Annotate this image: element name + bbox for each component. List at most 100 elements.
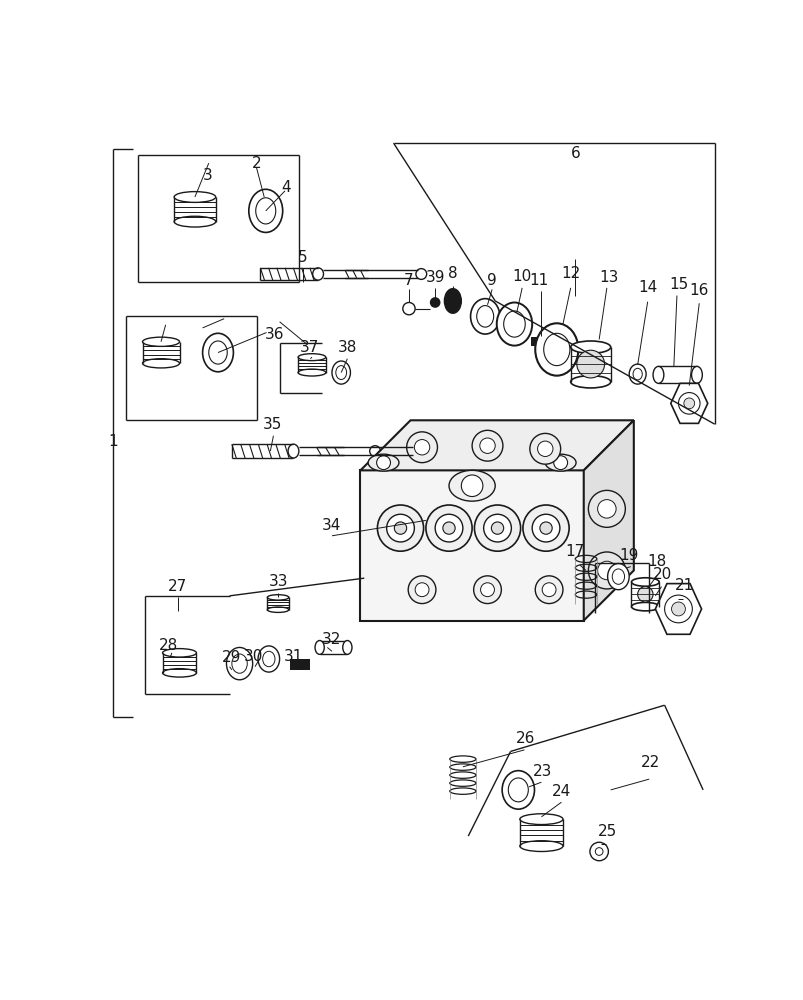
Circle shape (461, 475, 483, 497)
Ellipse shape (287, 444, 299, 458)
Circle shape (479, 438, 495, 453)
Bar (290, 659, 310, 670)
Text: 6: 6 (569, 146, 580, 161)
Ellipse shape (248, 189, 283, 232)
Ellipse shape (298, 369, 325, 376)
Ellipse shape (226, 647, 252, 680)
Ellipse shape (652, 366, 663, 383)
Circle shape (589, 842, 608, 861)
Ellipse shape (162, 649, 196, 657)
Circle shape (430, 298, 439, 307)
Text: 31: 31 (283, 649, 303, 664)
Circle shape (471, 430, 503, 461)
Circle shape (402, 302, 414, 315)
Text: 24: 24 (551, 784, 570, 799)
Circle shape (369, 446, 380, 456)
Text: 33: 33 (268, 574, 287, 589)
Circle shape (480, 583, 494, 597)
Ellipse shape (570, 341, 610, 353)
Polygon shape (583, 420, 633, 620)
Ellipse shape (503, 311, 524, 337)
Text: 17: 17 (565, 544, 585, 559)
Circle shape (588, 490, 625, 527)
Text: 34: 34 (321, 518, 340, 533)
Polygon shape (654, 584, 701, 634)
Text: 16: 16 (689, 283, 708, 298)
Text: 21: 21 (675, 578, 694, 593)
Ellipse shape (632, 368, 642, 380)
Ellipse shape (174, 192, 215, 202)
Ellipse shape (267, 607, 288, 612)
Circle shape (553, 456, 567, 470)
Ellipse shape (258, 646, 279, 672)
Ellipse shape (502, 771, 534, 809)
Ellipse shape (470, 299, 499, 334)
Text: 2: 2 (251, 156, 261, 171)
Circle shape (664, 595, 691, 623)
Circle shape (408, 576, 435, 604)
Circle shape (415, 269, 426, 279)
Ellipse shape (142, 337, 179, 346)
Ellipse shape (448, 470, 495, 501)
Ellipse shape (570, 376, 610, 388)
Text: 11: 11 (529, 273, 548, 288)
Circle shape (377, 505, 423, 551)
Ellipse shape (476, 306, 493, 327)
Ellipse shape (535, 323, 577, 376)
Ellipse shape (368, 454, 398, 471)
Text: 9: 9 (487, 273, 496, 288)
Text: 14: 14 (638, 280, 657, 295)
Circle shape (532, 514, 559, 542)
Text: 27: 27 (167, 579, 186, 594)
Text: 28: 28 (159, 638, 178, 653)
Circle shape (597, 500, 615, 518)
Text: 10: 10 (512, 269, 531, 284)
Circle shape (535, 576, 562, 604)
Ellipse shape (142, 359, 179, 368)
Ellipse shape (312, 268, 323, 280)
Ellipse shape (209, 341, 227, 364)
Bar (658, 366, 696, 383)
Ellipse shape (520, 814, 562, 825)
Ellipse shape (630, 602, 658, 611)
Bar (360, 470, 583, 620)
Circle shape (594, 848, 602, 855)
Ellipse shape (629, 364, 646, 384)
Text: 5: 5 (298, 250, 307, 265)
Circle shape (522, 505, 569, 551)
Text: 3: 3 (202, 168, 212, 183)
Circle shape (406, 432, 437, 463)
Circle shape (539, 522, 552, 534)
Circle shape (483, 514, 511, 542)
Text: 29: 29 (221, 650, 240, 665)
Circle shape (414, 583, 429, 597)
Ellipse shape (543, 333, 569, 366)
Ellipse shape (607, 564, 629, 590)
Polygon shape (670, 383, 707, 423)
Text: 32: 32 (322, 632, 341, 647)
Circle shape (474, 505, 520, 551)
Ellipse shape (332, 361, 350, 384)
Polygon shape (360, 420, 633, 470)
Text: 15: 15 (668, 277, 687, 292)
Ellipse shape (612, 569, 624, 584)
Text: 25: 25 (597, 824, 617, 839)
Ellipse shape (174, 216, 215, 227)
Ellipse shape (315, 641, 324, 654)
Text: 1: 1 (108, 434, 118, 449)
Text: 30: 30 (243, 649, 263, 664)
Ellipse shape (691, 366, 702, 383)
Circle shape (541, 583, 556, 597)
Text: 26: 26 (515, 731, 534, 746)
Ellipse shape (336, 366, 346, 379)
Circle shape (597, 561, 615, 580)
Text: 4: 4 (280, 180, 290, 195)
Ellipse shape (630, 578, 658, 586)
Text: 13: 13 (599, 270, 618, 285)
Text: 36: 36 (265, 327, 284, 342)
Ellipse shape (162, 669, 196, 677)
Circle shape (537, 441, 552, 456)
Text: 19: 19 (619, 548, 638, 563)
Circle shape (588, 552, 625, 589)
Ellipse shape (507, 778, 528, 802)
